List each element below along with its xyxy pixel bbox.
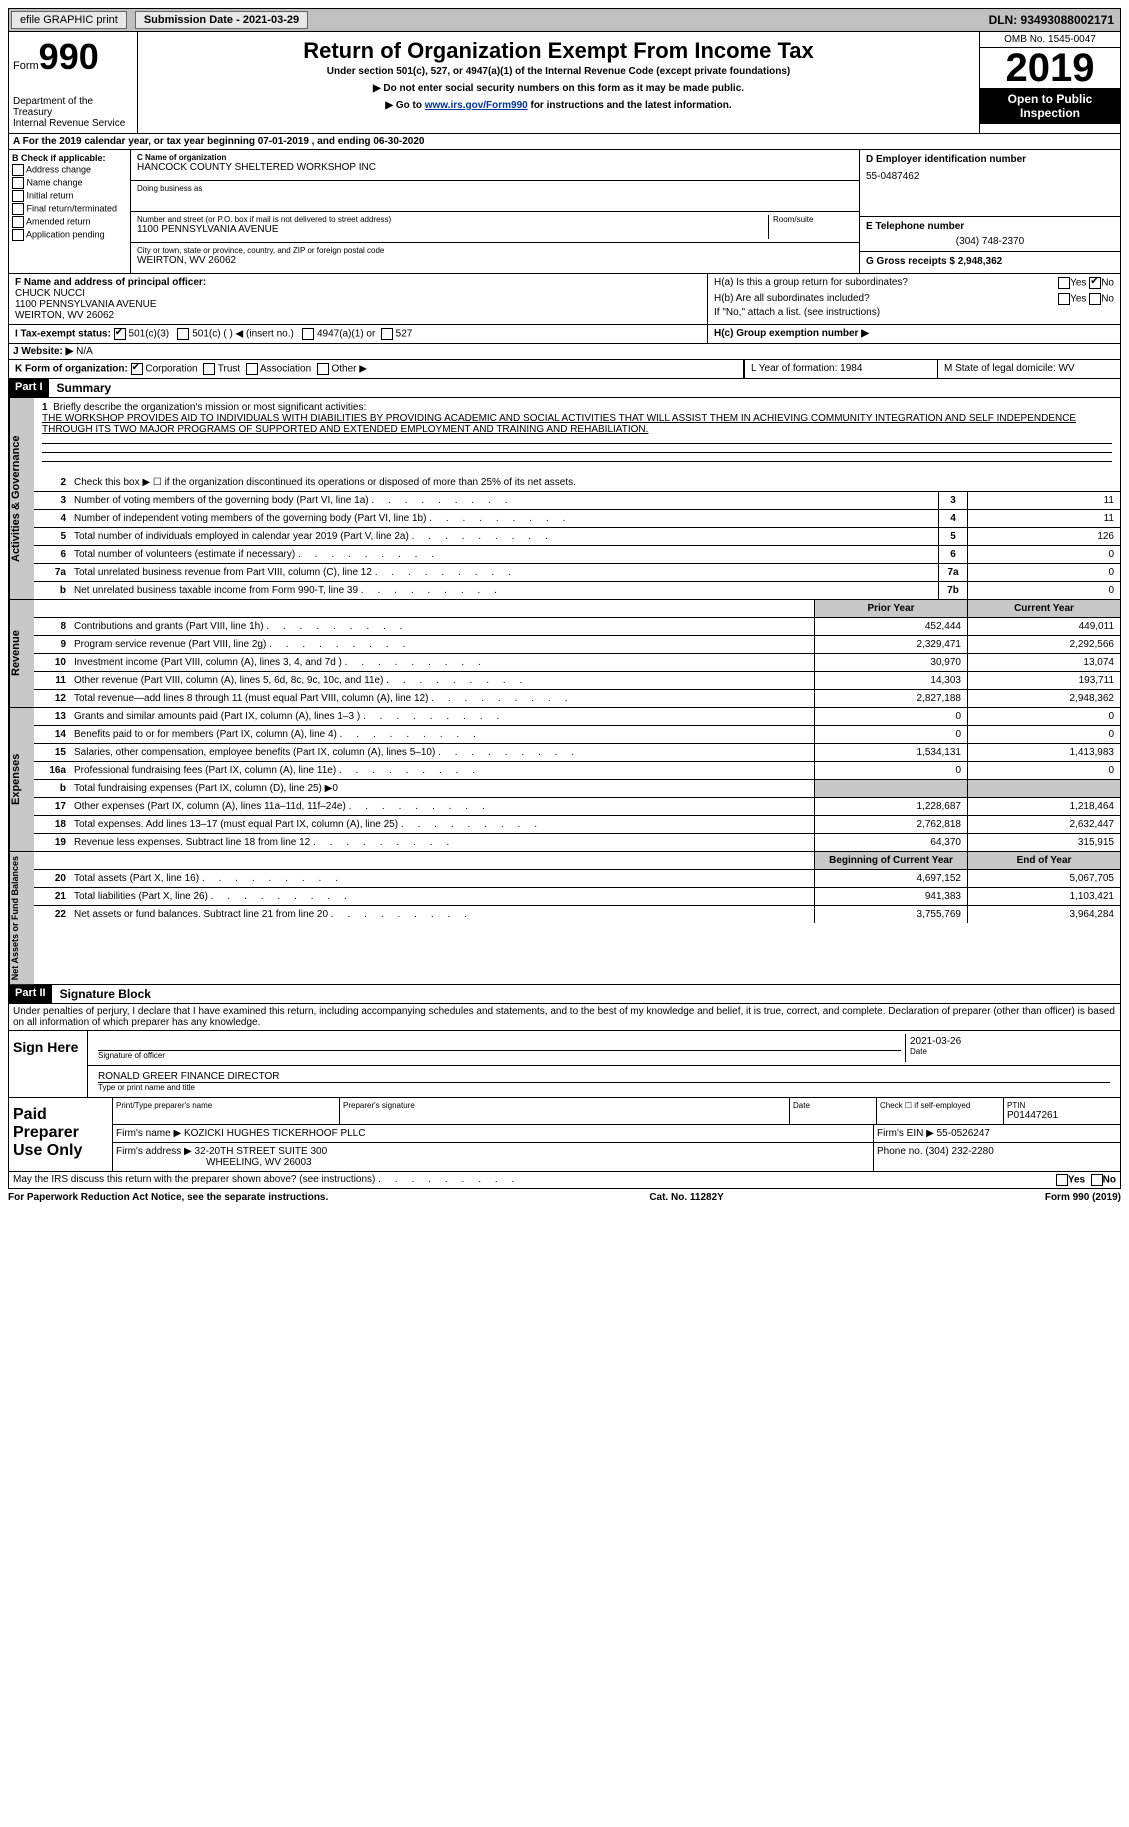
exp-line-15: 15 Salaries, other compensation, employe…: [34, 744, 1120, 762]
rev-line-9: 9 Program service revenue (Part VIII, li…: [34, 636, 1120, 654]
row-i: I Tax-exempt status: 501(c)(3) 501(c) ( …: [8, 325, 1121, 344]
rev-line-12: 12 Total revenue—add lines 8 through 11 …: [34, 690, 1120, 707]
org-city: WEIRTON, WV 26062: [137, 255, 853, 266]
irs-link[interactable]: www.irs.gov/Form990: [425, 100, 528, 111]
paid-preparer: Paid Preparer Use Only Print/Type prepar…: [8, 1098, 1121, 1172]
declaration: Under penalties of perjury, I declare th…: [8, 1004, 1121, 1031]
line-b: b Net unrelated business taxable income …: [34, 582, 1120, 599]
subtitle-3: ▶ Go to www.irs.gov/Form990 for instruct…: [142, 100, 975, 111]
sign-date: 2021-03-26: [910, 1036, 1110, 1047]
officer-name-title: RONALD GREER FINANCE DIRECTOR: [98, 1071, 1110, 1082]
row-f-h: F Name and address of principal officer:…: [8, 274, 1121, 325]
rev-line-11: 11 Other revenue (Part VIII, column (A),…: [34, 672, 1120, 690]
exp-line-17: 17 Other expenses (Part IX, column (A), …: [34, 798, 1120, 816]
exp-line-18: 18 Total expenses. Add lines 13–17 (must…: [34, 816, 1120, 834]
line-5: 5 Total number of individuals employed i…: [34, 528, 1120, 546]
line-7a: 7a Total unrelated business revenue from…: [34, 564, 1120, 582]
expenses-section: Expenses 13 Grants and similar amounts p…: [8, 708, 1121, 852]
gross-receipts: G Gross receipts $ 2,948,362: [866, 256, 1002, 267]
line-4: 4 Number of independent voting members o…: [34, 510, 1120, 528]
form-header: Form990 Department of the Treasury Inter…: [8, 32, 1121, 134]
sign-here: Sign Here Signature of officer 2021-03-2…: [8, 1031, 1121, 1098]
form-number: Form990: [13, 36, 133, 78]
page-footer: For Paperwork Reduction Act Notice, see …: [8, 1189, 1121, 1206]
chk-corp[interactable]: [131, 363, 143, 375]
row-k: K Form of organization: Corporation Trus…: [8, 360, 1121, 379]
org-name: HANCOCK COUNTY SHELTERED WORKSHOP INC: [137, 162, 853, 173]
col-b-checkboxes: B Check if applicable: Address change Na…: [9, 150, 131, 273]
part2-header: Part II Signature Block: [8, 985, 1121, 1004]
rev-line-10: 10 Investment income (Part VIII, column …: [34, 654, 1120, 672]
ein: 55-0487462: [866, 171, 1114, 182]
rev-line-8: 8 Contributions and grants (Part VIII, l…: [34, 618, 1120, 636]
firm-name: KOZICKI HUGHES TICKERHOOF PLLC: [184, 1128, 366, 1139]
form-title: Return of Organization Exempt From Incom…: [142, 38, 975, 64]
year-formation: L Year of formation: 1984: [744, 360, 938, 378]
open-public: Open to Public Inspection: [980, 88, 1120, 124]
chk-name[interactable]: Name change: [12, 177, 127, 189]
submission-date: Submission Date - 2021-03-29: [135, 11, 308, 29]
line-6: 6 Total number of volunteers (estimate i…: [34, 546, 1120, 564]
officer-name: CHUCK NUCCI: [15, 288, 701, 299]
exp-line-14: 14 Benefits paid to or for members (Part…: [34, 726, 1120, 744]
chk-amended[interactable]: Amended return: [12, 216, 127, 228]
col-d: D Employer identification number 55-0487…: [859, 150, 1120, 273]
top-bar: efile GRAPHIC print Submission Date - 20…: [8, 8, 1121, 32]
exp-line-b: b Total fundraising expenses (Part IX, c…: [34, 780, 1120, 798]
col-c-org: C Name of organization HANCOCK COUNTY SH…: [131, 150, 859, 273]
chk-address[interactable]: Address change: [12, 164, 127, 176]
tax-year: 2019: [980, 48, 1120, 88]
phone: (304) 748-2370: [866, 236, 1114, 247]
exp-line-19: 19 Revenue less expenses. Subtract line …: [34, 834, 1120, 851]
row-a-period: A For the 2019 calendar year, or tax yea…: [8, 134, 1121, 150]
chk-final[interactable]: Final return/terminated: [12, 203, 127, 215]
chk-pending[interactable]: Application pending: [12, 229, 127, 241]
discuss-row: May the IRS discuss this return with the…: [8, 1172, 1121, 1189]
state-domicile: M State of legal domicile: WV: [938, 360, 1120, 378]
na-line-21: 21 Total liabilities (Part X, line 26) 9…: [34, 888, 1120, 906]
dept-treasury: Department of the Treasury: [13, 96, 133, 118]
exp-line-16a: 16a Professional fundraising fees (Part …: [34, 762, 1120, 780]
row-j-website: J Website: ▶ N/A: [8, 344, 1121, 360]
subtitle-2: ▶ Do not enter social security numbers o…: [142, 83, 975, 94]
efile-btn[interactable]: efile GRAPHIC print: [11, 11, 127, 29]
ptin: P01447261: [1007, 1110, 1117, 1121]
revenue-section: Revenue Prior Year Current Year 8 Contri…: [8, 600, 1121, 708]
firm-ein: 55-0526247: [937, 1128, 990, 1139]
netassets-section: Net Assets or Fund Balances Beginning of…: [8, 852, 1121, 985]
chk-501c3[interactable]: [114, 328, 126, 340]
na-line-22: 22 Net assets or fund balances. Subtract…: [34, 906, 1120, 923]
chk-initial[interactable]: Initial return: [12, 190, 127, 202]
org-address: 1100 PENNSYLVANIA AVENUE: [137, 224, 764, 235]
part1-header: Part I Summary: [8, 379, 1121, 398]
exp-line-13: 13 Grants and similar amounts paid (Part…: [34, 708, 1120, 726]
bcd-grid: B Check if applicable: Address change Na…: [8, 150, 1121, 274]
activities-governance: Activities & Governance 1 Briefly descri…: [8, 398, 1121, 600]
line-3: 3 Number of voting members of the govern…: [34, 492, 1120, 510]
irs: Internal Revenue Service: [13, 118, 133, 129]
mission-text: THE WORKSHOP PROVIDES AID TO INDIVIDUALS…: [42, 413, 1076, 435]
firm-phone: (304) 232-2280: [925, 1146, 993, 1157]
dln: DLN: 93493088002171: [989, 13, 1118, 27]
na-line-20: 20 Total assets (Part X, line 16) 4,697,…: [34, 870, 1120, 888]
subtitle-1: Under section 501(c), 527, or 4947(a)(1)…: [142, 66, 975, 77]
